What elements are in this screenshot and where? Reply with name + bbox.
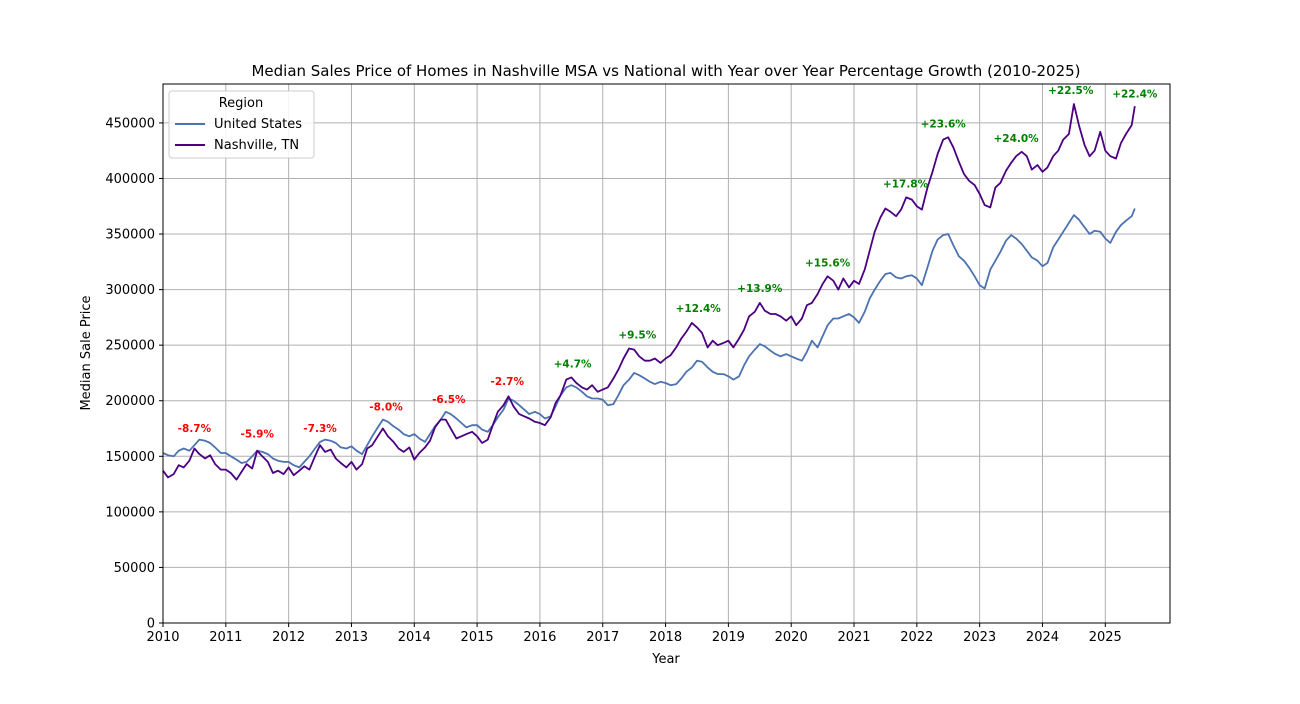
y-tick-label: 0 (147, 617, 155, 632)
growth-annotation: -7.3% (303, 423, 337, 435)
legend: Region United States Nashville, TN (169, 91, 314, 158)
y-tick-label: 200000 (105, 394, 155, 409)
growth-annotation: -5.9% (240, 428, 274, 440)
x-tick-label: 2017 (586, 630, 619, 645)
growth-annotation: -8.7% (178, 423, 212, 435)
x-tick-label: 2020 (775, 630, 808, 645)
x-tick-label: 2021 (837, 630, 870, 645)
x-tick-label: 2025 (1089, 630, 1122, 645)
y-tick-label: 450000 (105, 116, 155, 131)
x-tick-label: 2022 (900, 630, 933, 645)
y-tick-label: 400000 (105, 172, 155, 187)
y-tick-label: 50000 (114, 561, 155, 576)
legend-label-nashville: Nashville, TN (214, 138, 299, 153)
x-axis-label: Year (651, 652, 680, 667)
chart-title: Median Sales Price of Homes in Nashville… (251, 62, 1080, 80)
x-tick-label: 2024 (1026, 630, 1059, 645)
x-tick-label: 2019 (712, 630, 745, 645)
x-tick-label: 2016 (523, 630, 556, 645)
x-tick-label: 2013 (335, 630, 368, 645)
x-tick-label: 2010 (146, 630, 179, 645)
growth-annotation: -6.5% (432, 394, 466, 406)
growth-annotation: +22.4% (1112, 88, 1158, 100)
y-axis-label: Median Sale Price (79, 295, 94, 410)
growth-annotation: +22.5% (1048, 85, 1094, 97)
y-tick-label: 250000 (105, 339, 155, 354)
growth-annotation: -2.7% (491, 376, 525, 388)
y-tick-label: 300000 (105, 283, 155, 298)
x-tick-label: 2023 (963, 630, 996, 645)
x-tick-label: 2018 (649, 630, 682, 645)
x-tick-label: 2015 (461, 630, 494, 645)
growth-annotation: +23.6% (921, 118, 967, 130)
x-tick-label: 2014 (398, 630, 431, 645)
growth-annotation: +17.8% (883, 178, 929, 190)
y-tick-label: 100000 (105, 505, 155, 520)
growth-annotation: +24.0% (993, 133, 1039, 145)
growth-annotation: +12.4% (676, 303, 722, 315)
growth-annotation: -8.0% (369, 402, 403, 414)
growth-annotation: +15.6% (805, 257, 851, 269)
legend-label-united-states: United States (214, 117, 302, 132)
growth-annotation: +13.9% (737, 283, 783, 295)
growth-annotation: +4.7% (554, 358, 592, 370)
y-tick-label: 350000 (105, 228, 155, 243)
y-tick-label: 150000 (105, 450, 155, 465)
x-tick-label: 2012 (272, 630, 305, 645)
legend-title: Region (219, 96, 264, 111)
growth-annotation: +9.5% (618, 329, 656, 341)
x-tick-label: 2011 (209, 630, 242, 645)
